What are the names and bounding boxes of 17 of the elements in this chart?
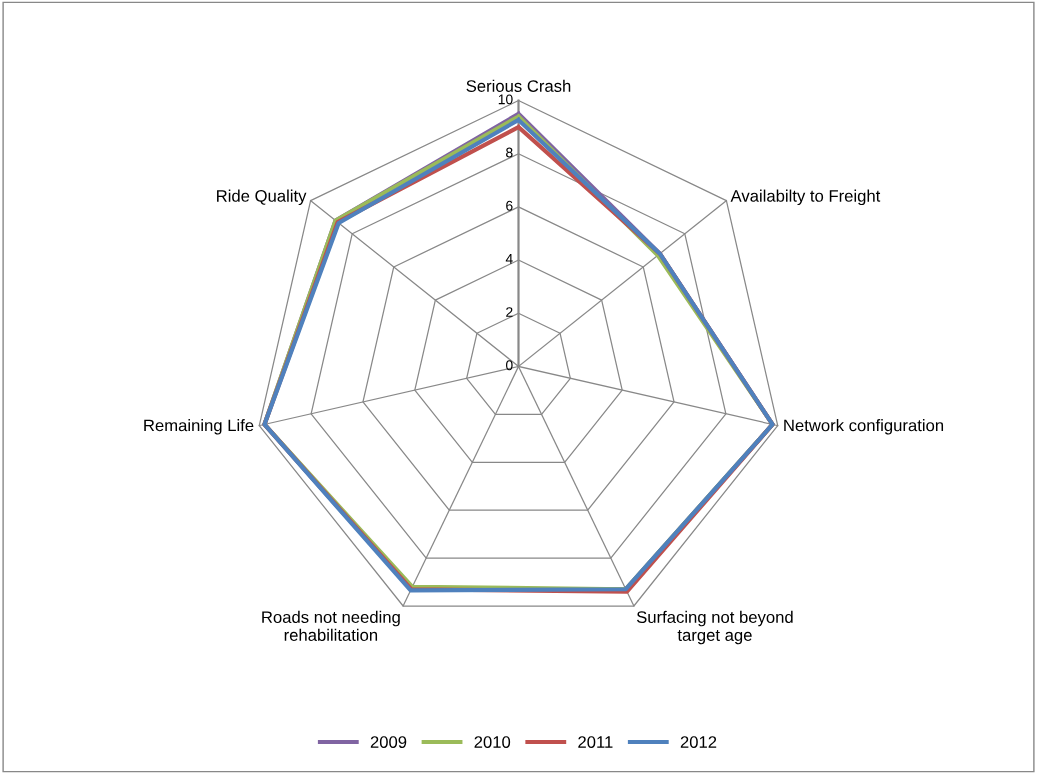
- legend-label: 2009: [370, 736, 407, 748]
- spoke-label: Remaining Life: [144, 419, 254, 435]
- legend-label: 2010: [474, 736, 511, 748]
- y-tick-label: 6: [506, 200, 513, 211]
- spoke-label: Serious Crash: [466, 79, 571, 92]
- spoke-label: Surfacing not beyond target age: [636, 610, 793, 645]
- y-tick-label: 2: [506, 307, 513, 317]
- y-tick-label: 8: [506, 147, 513, 158]
- legend-label: 2011: [578, 736, 613, 748]
- spoke-label: Ride Quality: [217, 189, 307, 206]
- y-tick-label: 4: [505, 254, 513, 264]
- spoke-label: Availabilty to Freight: [730, 189, 881, 206]
- spoke-label: Network configuration: [784, 419, 944, 435]
- legend-label: 2012: [680, 736, 717, 748]
- y-tick-label: 10: [498, 94, 513, 105]
- spoke-label: Roads not needing rehabilitation: [262, 610, 400, 641]
- y-tick-label: 0: [506, 360, 513, 371]
